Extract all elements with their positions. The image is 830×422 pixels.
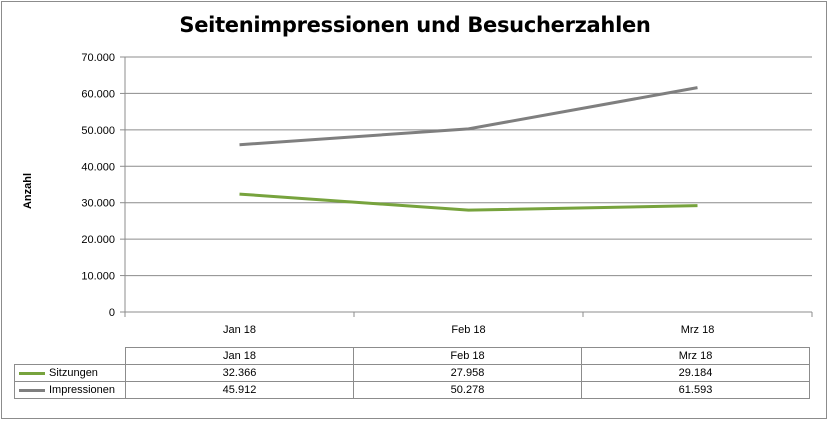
y-tick-label: 0 — [109, 307, 115, 319]
table-row: Sitzungen 32.366 27.958 29.184 — [14, 364, 810, 382]
x-tick-label: Feb 18 — [451, 324, 485, 336]
table-row: Impressionen 45.912 50.278 61.593 — [14, 381, 810, 399]
table-cell: 32.366 — [125, 364, 354, 382]
y-tick-label: 50.000 — [81, 125, 115, 137]
legend-entry: Sitzungen — [14, 364, 126, 382]
y-tick-label: 60.000 — [81, 88, 115, 100]
table-corner — [14, 347, 126, 365]
table-header-cell: Feb 18 — [353, 347, 582, 365]
series-lines — [239, 86, 698, 212]
legend-label: Sitzungen — [49, 367, 98, 379]
y-tick-label: 40.000 — [81, 161, 115, 173]
y-tick-label: 70.000 — [81, 52, 115, 64]
series-line-sitzungen — [239, 192, 698, 212]
series-line-impressionen — [239, 86, 698, 147]
x-tick-label: Jan 18 — [223, 324, 256, 336]
y-tick-label: 20.000 — [81, 234, 115, 246]
data-table-body: Jan 18 Feb 18 Mrz 18 Sitzungen 32.366 27.958 2… — [14, 347, 810, 399]
data-table: Jan 18 Feb 18 Mrz 18 Sitzungen 32.366 27.958 2… — [14, 347, 810, 399]
chart-title: Seitenimpressionen und Besucherzahlen — [179, 13, 651, 37]
table-cell: 45.912 — [125, 381, 354, 399]
legend-swatch — [19, 388, 45, 392]
table-cell: 50.278 — [353, 381, 582, 399]
table-cell: 29.184 — [581, 364, 810, 382]
table-cell: 61.593 — [581, 381, 810, 399]
table-cell: 27.958 — [353, 364, 582, 382]
legend-entry: Impressionen — [14, 381, 126, 399]
y-tick-label: 30.000 — [81, 198, 115, 210]
y-tick-labels: 0 10.000 20.000 30.000 40.000 50.000 60.000 70.… — [81, 52, 115, 319]
gridlines — [120, 56, 813, 317]
table-header-cell: Jan 18 — [125, 347, 354, 365]
x-tick-labels: Jan 18 Feb 18 Mrz 18 — [223, 324, 714, 336]
x-tick-label: Mrz 18 — [681, 324, 715, 336]
legend-label: Impressionen — [49, 384, 116, 396]
table-header-row: Jan 18 Feb 18 Mrz 18 — [14, 347, 810, 365]
legend-swatch — [19, 371, 45, 375]
table-header-cell: Mrz 18 — [581, 347, 810, 365]
y-tick-label: 10.000 — [81, 271, 115, 283]
plot-area: 0 10.000 20.000 30.000 40.000 50.000 60.000 70.… — [81, 52, 813, 336]
